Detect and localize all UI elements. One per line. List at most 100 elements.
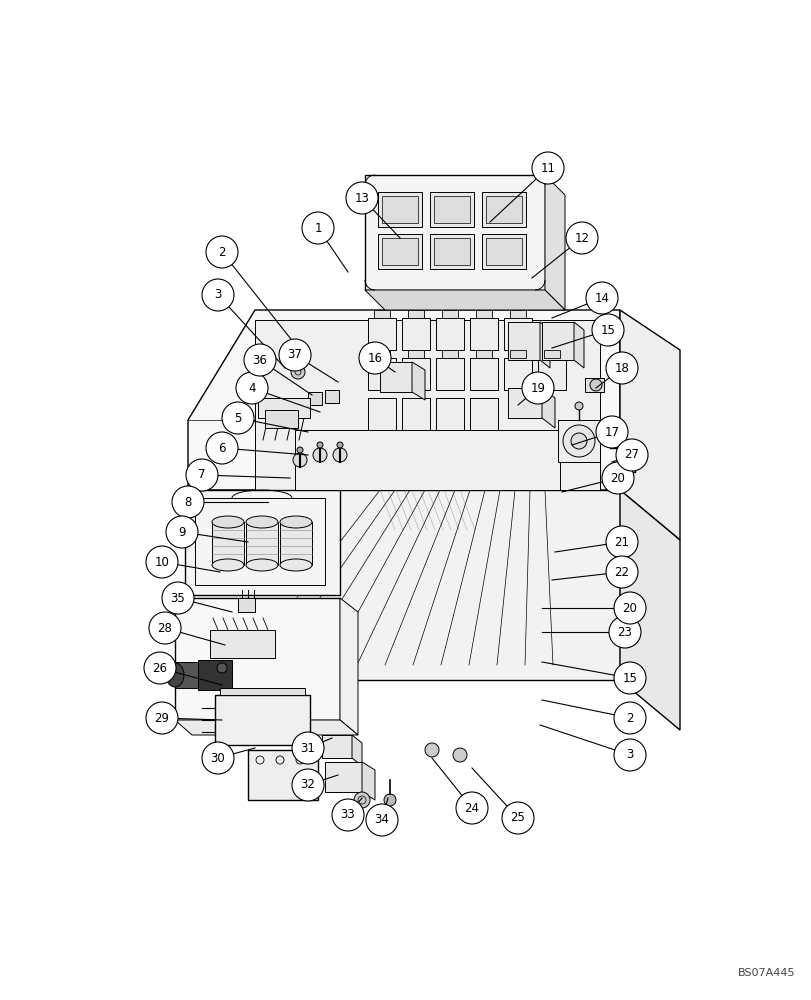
Circle shape (613, 702, 646, 734)
Circle shape (202, 742, 234, 774)
Text: 13: 13 (354, 192, 369, 205)
Polygon shape (573, 322, 583, 368)
Circle shape (172, 486, 204, 518)
Polygon shape (482, 234, 526, 269)
Circle shape (332, 799, 363, 831)
Circle shape (290, 365, 305, 379)
Text: 10: 10 (154, 556, 169, 568)
Text: 11: 11 (540, 162, 555, 175)
Polygon shape (538, 358, 565, 390)
Text: 37: 37 (287, 349, 302, 361)
Circle shape (146, 702, 178, 734)
Polygon shape (543, 350, 560, 358)
Polygon shape (220, 688, 305, 695)
Circle shape (221, 402, 254, 434)
Circle shape (613, 739, 646, 771)
Polygon shape (470, 358, 497, 390)
Polygon shape (557, 420, 599, 462)
Polygon shape (246, 522, 277, 565)
Text: 25: 25 (510, 811, 525, 824)
Ellipse shape (280, 559, 311, 571)
Circle shape (292, 769, 324, 801)
Polygon shape (441, 310, 457, 318)
Polygon shape (198, 660, 232, 690)
Circle shape (243, 344, 276, 376)
Polygon shape (378, 234, 422, 269)
Ellipse shape (280, 516, 311, 528)
Circle shape (453, 748, 466, 762)
Text: 32: 32 (300, 778, 315, 791)
Circle shape (586, 282, 617, 314)
Polygon shape (324, 762, 362, 792)
Polygon shape (584, 378, 603, 392)
Circle shape (316, 442, 323, 448)
Ellipse shape (165, 663, 184, 687)
Circle shape (590, 379, 601, 391)
Polygon shape (401, 358, 430, 390)
Text: 21: 21 (614, 536, 629, 548)
Text: 33: 33 (340, 808, 355, 821)
Text: 17: 17 (603, 426, 619, 438)
Text: 3: 3 (625, 748, 633, 762)
Text: 6: 6 (218, 442, 225, 454)
Text: 9: 9 (178, 526, 186, 538)
Polygon shape (365, 175, 544, 290)
Circle shape (565, 222, 597, 254)
Polygon shape (188, 490, 620, 680)
Text: 24: 24 (464, 801, 479, 814)
Text: 23: 23 (617, 626, 632, 638)
Circle shape (186, 459, 217, 491)
Text: 29: 29 (154, 711, 169, 724)
Circle shape (162, 582, 194, 614)
Polygon shape (322, 735, 351, 758)
Circle shape (165, 516, 198, 548)
Polygon shape (544, 175, 564, 310)
Circle shape (202, 279, 234, 311)
Circle shape (521, 372, 553, 404)
Polygon shape (367, 318, 396, 350)
Text: 20: 20 (622, 601, 637, 614)
Polygon shape (539, 322, 549, 368)
Circle shape (456, 792, 487, 824)
Circle shape (279, 339, 311, 371)
Polygon shape (436, 318, 463, 350)
Text: 28: 28 (157, 621, 172, 634)
Circle shape (293, 453, 307, 467)
Polygon shape (175, 720, 358, 735)
Text: 2: 2 (218, 245, 225, 258)
Circle shape (354, 792, 370, 808)
Circle shape (297, 447, 303, 453)
Circle shape (562, 425, 594, 457)
Polygon shape (255, 320, 599, 490)
Polygon shape (367, 398, 396, 430)
Circle shape (366, 804, 397, 836)
Polygon shape (541, 322, 573, 360)
Polygon shape (212, 522, 243, 565)
Text: 36: 36 (252, 354, 267, 366)
Circle shape (501, 802, 534, 834)
Circle shape (217, 663, 227, 673)
Polygon shape (374, 310, 389, 318)
Polygon shape (175, 662, 198, 688)
Text: 12: 12 (574, 232, 589, 244)
Polygon shape (509, 350, 526, 358)
Text: 15: 15 (622, 672, 637, 684)
Polygon shape (381, 196, 418, 223)
Text: 16: 16 (367, 352, 382, 364)
Text: 31: 31 (300, 741, 315, 754)
Polygon shape (280, 522, 311, 565)
Polygon shape (351, 735, 362, 766)
Circle shape (333, 448, 346, 462)
Polygon shape (436, 398, 463, 430)
Polygon shape (238, 598, 255, 612)
Text: BS07A445: BS07A445 (736, 968, 794, 978)
Circle shape (206, 432, 238, 464)
Text: 22: 22 (614, 566, 629, 578)
Polygon shape (504, 358, 531, 390)
Text: 1: 1 (314, 222, 321, 235)
Circle shape (384, 794, 396, 806)
Text: 18: 18 (614, 361, 629, 374)
Ellipse shape (212, 516, 243, 528)
Polygon shape (374, 350, 389, 358)
Polygon shape (486, 238, 521, 265)
